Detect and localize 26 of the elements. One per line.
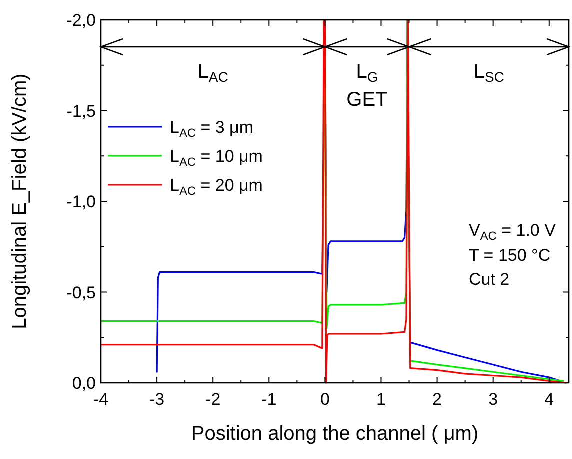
legend-label: L$_{AC}$ = 10 μm <box>170 147 263 169</box>
legend-label: L$_{AC}$ = 3 μm <box>170 118 254 140</box>
y-tick-label: 0,0 <box>72 374 96 393</box>
x-tick-label: 3 <box>488 390 498 409</box>
x-tick-label: -4 <box>93 390 109 409</box>
y-tick-label: -1,5 <box>66 102 96 121</box>
annotation: L$_{G}$ <box>356 61 378 86</box>
x-tick-label: 1 <box>376 390 386 409</box>
annotation: T = 150 °C <box>469 246 551 265</box>
x-tick-label: 0 <box>320 390 330 409</box>
x-tick-label: 4 <box>544 390 554 409</box>
y-axis-title: Longitudinal E_Field (kV/cm) <box>9 74 31 330</box>
legend-label: L$_{AC}$ = 20 μm <box>170 176 263 198</box>
annotation: GET <box>346 89 388 111</box>
annotation: Cut 2 <box>469 270 510 289</box>
x-axis-title: Position along the channel ( μm) <box>191 423 479 445</box>
x-tick-label: 2 <box>432 390 442 409</box>
annotation: L$_{SC}$ <box>474 61 504 86</box>
x-tick-label: -3 <box>149 390 165 409</box>
y-tick-label: -2,0 <box>66 11 96 30</box>
x-tick-label: -1 <box>262 390 277 409</box>
y-tick-label: -1,0 <box>66 192 96 212</box>
annotation: V$_{AC}$ = 1.0 V <box>469 221 557 243</box>
y-tick-label: -0,5 <box>66 283 96 302</box>
annotation: L$_{AC}$ <box>198 61 228 86</box>
x-tick-label: -2 <box>206 390 221 409</box>
